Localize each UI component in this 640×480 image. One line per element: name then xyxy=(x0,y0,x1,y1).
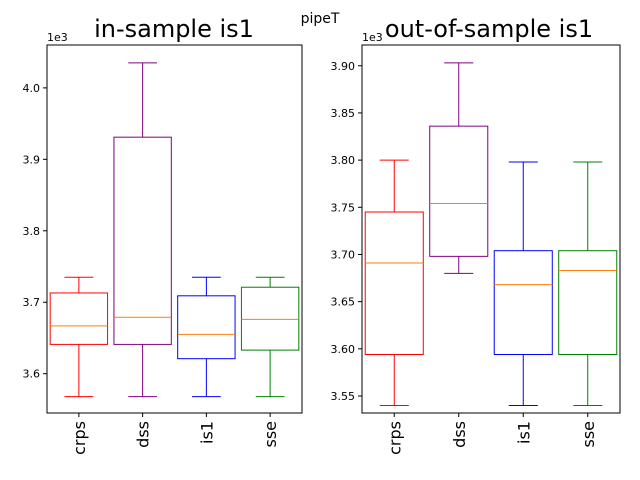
right-xtick-label: crps xyxy=(385,421,404,455)
right-plot-area: 3.55 3.60 3.65 3.70 3.75 3.80 3.85 3.90 crps dss i… xyxy=(331,44,621,455)
right-box-is1 xyxy=(493,161,553,406)
box-body xyxy=(177,295,236,360)
box-body xyxy=(558,250,618,355)
left-box-is1 xyxy=(177,276,236,398)
left-xtick-label: crps xyxy=(70,421,89,455)
right-axes-frame xyxy=(361,44,621,414)
left-axes-frame xyxy=(46,44,303,414)
box-body xyxy=(493,250,553,355)
right-ytick-label: 3.85 xyxy=(331,107,356,120)
left-offset-label: 1e3 xyxy=(47,31,68,44)
right-offset-label: 1e3 xyxy=(362,31,383,44)
right-xtick-label: dss xyxy=(450,421,469,448)
right-box-crps xyxy=(364,159,424,406)
right-ytick-label: 3.60 xyxy=(331,343,356,356)
right-box-sse xyxy=(558,161,618,406)
right-xtick-label: sse xyxy=(579,421,598,448)
left-ytick-label: 3.9 xyxy=(23,153,41,166)
right-ytick-label: 3.90 xyxy=(331,60,356,73)
right-panel: out-of-sample is1 1e3 3.553.603.653.703.… xyxy=(331,15,621,455)
right-xtick-label: is1 xyxy=(514,421,533,444)
box-body xyxy=(364,211,424,355)
right-ytick-label: 3.65 xyxy=(331,296,356,309)
right-ytick-label: 3.55 xyxy=(331,390,356,403)
right-ytick-label: 3.80 xyxy=(331,154,356,167)
left-box-sse xyxy=(240,276,300,398)
left-ytick-label: 4.0 xyxy=(23,82,41,95)
left-panel-title: in-sample is1 xyxy=(94,15,254,43)
right-ytick-label: 3.70 xyxy=(331,248,356,261)
right-ytick-label: 3.75 xyxy=(331,201,356,214)
left-ytick-label: 3.8 xyxy=(23,225,41,238)
left-ytick-label: 3.6 xyxy=(23,368,41,381)
left-xtick-label: dss xyxy=(134,421,153,448)
left-panel: in-sample is1 1e3 3.6 3.7 3.8 3.9 4.0 crps dss… xyxy=(23,15,303,455)
left-box-crps xyxy=(49,276,109,398)
left-xtick-label: is1 xyxy=(197,421,216,444)
box-body xyxy=(49,292,109,345)
box-body xyxy=(113,136,172,345)
box-body xyxy=(240,286,300,351)
left-box-dss xyxy=(113,62,172,398)
right-panel-title: out-of-sample is1 xyxy=(385,15,593,43)
right-box-dss xyxy=(429,62,489,274)
figure-suptitle: pipeT xyxy=(301,11,340,27)
box-body xyxy=(429,125,489,257)
left-xtick-label: sse xyxy=(261,421,280,448)
left-plot-area: 3.6 3.7 3.8 3.9 4.0 crps dss is1 sse xyxy=(23,44,303,455)
left-ytick-label: 3.7 xyxy=(23,296,41,309)
